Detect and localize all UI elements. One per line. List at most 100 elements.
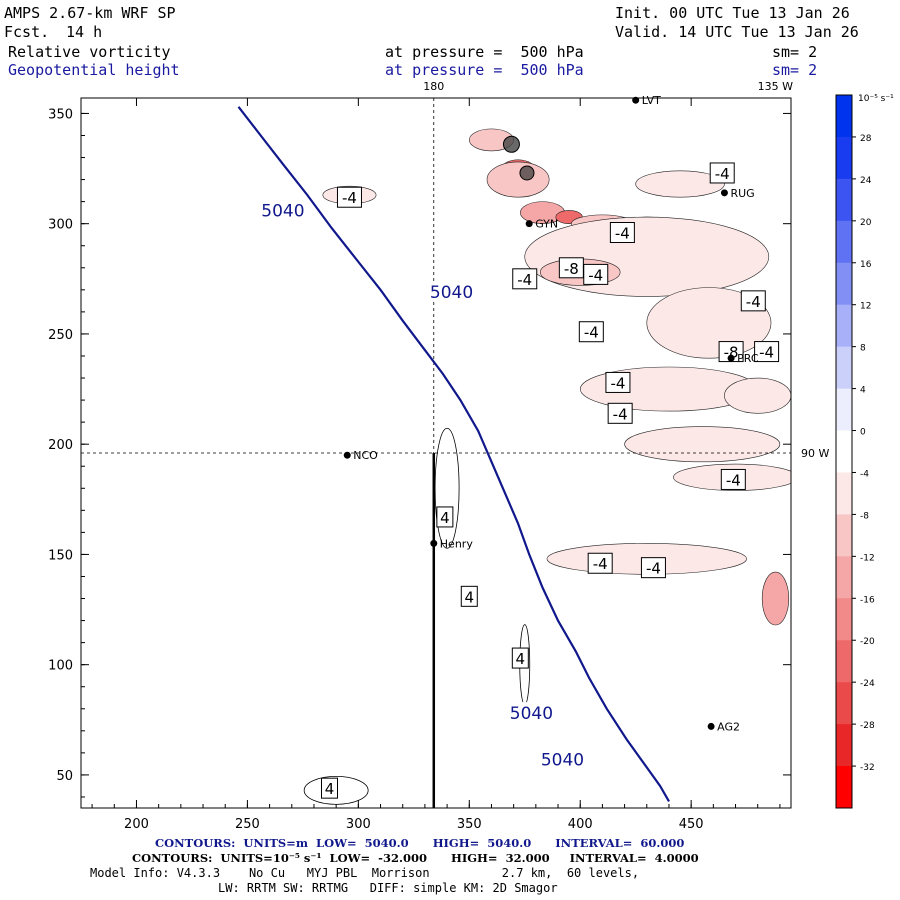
vorticity-contour-label: 4: [465, 588, 475, 606]
vorticity-blob: [646, 287, 772, 359]
x-tick-label: 350: [457, 817, 482, 832]
colorbar-tick-label: 0: [860, 428, 866, 438]
x-tick-label: 300: [346, 817, 371, 832]
colorbar-frame: [835, 94, 853, 809]
height-contour-label: 5040: [541, 750, 584, 770]
height-contour-label: 5040: [261, 201, 304, 221]
vorticity-contour-label: -4: [715, 165, 730, 183]
y-tick-label: 50: [56, 769, 73, 784]
vorticity-label-box: [436, 506, 454, 528]
vorticity-label-box: [740, 290, 766, 312]
colorbar-segment: [836, 262, 852, 306]
vorticity-contour-label: -4: [593, 555, 608, 573]
colorbar-segment: [836, 430, 852, 473]
init-time: Init. 00 UTC Tue 13 Jan 26: [615, 4, 850, 22]
vorticity-contour-label: -4: [342, 189, 357, 207]
colorbar-segment: [836, 724, 852, 767]
colorbar-segment: [836, 220, 852, 264]
vorticity-contour-label: -4: [588, 266, 603, 284]
station-label: PRC: [737, 352, 759, 365]
height-contour-5040: [237, 106, 670, 802]
vorticity-blob: [624, 426, 781, 463]
station-marker: [343, 451, 351, 459]
vorticity-label-box: [558, 257, 584, 279]
vorticity-contour-label: -8: [564, 260, 579, 278]
field2-smooth: sm= 2: [772, 61, 818, 79]
colorbar-tick-label: 4: [860, 386, 866, 396]
x-tick-label: 250: [235, 817, 260, 832]
vorticity-contour-label: 4: [440, 509, 450, 527]
station-label: Henry: [440, 537, 474, 550]
vorticity-label-box: [605, 371, 631, 393]
vorticity-contour-label: -4: [746, 293, 761, 311]
station-marker: [632, 96, 640, 104]
vorticity-label-box: [609, 222, 635, 244]
colorbar-tick-label: -12: [860, 553, 875, 563]
colorbar-segment: [836, 346, 852, 390]
station-label: AG2: [717, 720, 740, 733]
field1-name: Relative vorticity: [8, 43, 171, 61]
colorbar-segment: [836, 178, 852, 222]
y-tick-label: 100: [48, 659, 73, 674]
colorbar-tick-label: 8: [860, 344, 866, 354]
station-marker: [430, 539, 438, 547]
contours-height-info: CONTOURS: UNITS=m LOW= 5040.0 HIGH= 5040…: [155, 836, 685, 850]
vorticity-contour-label: -8: [724, 344, 739, 362]
vorticity-label-box: [709, 162, 735, 184]
height-label-bg: [257, 199, 308, 220]
colorbar-tick-label: 24: [860, 176, 872, 186]
vorticity-contour-positive: [434, 427, 460, 549]
colorbar-tick-label: -8: [860, 511, 869, 521]
colorbar-segment: [836, 95, 852, 138]
colorbar-tick-label: -32: [860, 763, 875, 773]
vorticity-contour-label: -4: [613, 405, 628, 423]
vorticity-label-box: [336, 186, 362, 208]
colorbar-segment: [836, 136, 852, 180]
plot-frame: [80, 97, 792, 809]
colorbar-tick-label: -16: [860, 595, 875, 605]
model-info: Model Info: V4.3.3 No Cu MYJ PBL Morriso…: [90, 866, 640, 880]
station-marker: [720, 189, 728, 197]
colorbar-segment: [836, 304, 852, 348]
vorticity-blob: [486, 161, 550, 198]
station-label: GYN: [535, 218, 558, 231]
model-physics: LW: RRTM SW: RRTMG DIFF: simple KM: 2D S…: [218, 881, 558, 895]
colorbar-segment: [836, 766, 852, 809]
vorticity-core: [502, 135, 520, 153]
vorticity-contour-label: -4: [646, 560, 661, 578]
height-contour-label: 5040: [430, 283, 473, 303]
height-contour-label: 5040: [510, 704, 553, 724]
longitude-label: 180: [423, 80, 444, 93]
vorticity-label-box: [321, 777, 338, 799]
y-tick-label: 150: [48, 548, 73, 563]
vorticity-label-box: [512, 268, 538, 290]
vorticity-contour-label: 4: [325, 780, 335, 798]
vorticity-label-box: [720, 468, 746, 490]
vorticity-label-box: [587, 552, 613, 574]
colorbar-tick-label: -28: [860, 721, 875, 731]
x-tick-label: 450: [679, 817, 704, 832]
y-tick-label: 300: [48, 218, 73, 233]
vorticity-contour-label: -4: [517, 271, 532, 289]
height-label-bg: [506, 702, 557, 723]
colorbar-tick-label: 12: [860, 302, 871, 312]
station-label: RUG: [730, 187, 754, 200]
valid-time: Valid. 14 UTC Tue 13 Jan 26: [615, 23, 859, 41]
field1-level: at pressure = 500 hPa: [385, 43, 584, 61]
vorticity-blob: [761, 571, 790, 626]
vorticity-contour-label: -4: [615, 225, 630, 243]
colorbar-segment: [836, 682, 852, 725]
vorticity-blob: [635, 170, 725, 198]
field2-name: Geopotential height: [8, 61, 180, 79]
longitude-label: 135 W: [758, 80, 793, 93]
vorticity-label-box: [754, 341, 780, 363]
height-label-bg: [426, 281, 477, 302]
y-tick-label: 200: [48, 438, 73, 453]
colorbar-segment: [836, 472, 852, 515]
forecast-value: 14 h: [66, 23, 103, 41]
colorbar-tick-label: -24: [860, 679, 875, 689]
vorticity-label-box: [607, 402, 633, 424]
x-tick-label: 400: [568, 817, 593, 832]
colorbar-tick-label: 20: [860, 218, 872, 228]
